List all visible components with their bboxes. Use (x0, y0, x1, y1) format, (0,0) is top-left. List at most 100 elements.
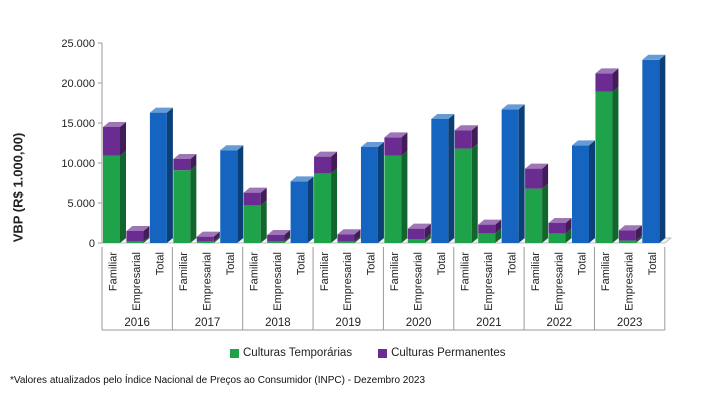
y-tick-label: 0 (89, 238, 95, 250)
bar-2019-familiar-0 (314, 173, 332, 243)
bar-2021-familiar-0 (454, 148, 472, 243)
bar-side (612, 68, 619, 92)
bar-2021-empresarial-0 (478, 233, 496, 243)
y-tick-label: 5.000 (67, 198, 95, 210)
group-label-2017: 2017 (195, 317, 221, 329)
bar-side (612, 86, 619, 243)
bar-side (284, 230, 291, 242)
bar-top (478, 219, 502, 225)
bar-2018-empresarial-1 (267, 235, 285, 242)
bar-top (267, 230, 291, 235)
category-tick-label: Familiar (530, 252, 542, 291)
bar-top (618, 225, 642, 231)
category-tick-label: Empresarial (131, 252, 143, 311)
group-label-2022: 2022 (546, 317, 572, 329)
bar-2020-empresarial-0 (407, 239, 425, 243)
bar-2023-familiar-0 (595, 91, 613, 243)
bar-side (448, 114, 455, 243)
category-tick-label: Familiar (248, 252, 260, 291)
bar-2022-total-2 (572, 145, 589, 243)
bar-2016-familiar-0 (103, 155, 120, 243)
y-tick-label: 15.000 (61, 118, 95, 130)
category-tick-label: Familiar (389, 252, 401, 291)
bar-2020-total-2 (431, 119, 449, 243)
bar-2022-empresarial-0 (548, 233, 566, 243)
bar-side (143, 226, 150, 242)
footnote: *Valores atualizados pelo Índice Naciona… (10, 375, 426, 386)
bar-2018-familiar-0 (243, 205, 261, 243)
bar-2019-familiar-1 (314, 156, 332, 174)
category-tick-label: Empresarial (342, 252, 354, 311)
bar-side (190, 154, 197, 171)
category-tick-label: Familiar (108, 252, 120, 291)
bar-top (314, 151, 338, 157)
y-tick-label: 10.000 (61, 158, 95, 170)
bar-top (243, 187, 267, 193)
category-tick-label: Empresarial (483, 252, 495, 311)
legend-item-permanentes: Culturas Permanentes (378, 347, 506, 359)
bar-top (501, 104, 525, 110)
category-tick-label: Total (436, 252, 448, 275)
bar-side (213, 236, 220, 243)
bar-side (565, 228, 572, 243)
category-tick-label: Empresarial (272, 252, 284, 311)
bar-2020-familiar-1 (384, 137, 402, 156)
category-tick-label: Familiar (459, 252, 471, 291)
bar-side (307, 176, 314, 243)
category-tick-label: Total (295, 252, 307, 275)
category-tick-label: Familiar (178, 252, 190, 291)
category-tick-label: Familiar (319, 252, 331, 291)
group-label-2021: 2021 (476, 317, 502, 329)
y-axis-label: VBP (R$ 1.000,00) (10, 132, 26, 242)
bar-top (337, 229, 361, 235)
bar-side (190, 165, 197, 243)
bar-side (401, 132, 408, 156)
bar-side (635, 235, 642, 243)
group-label-2016: 2016 (124, 317, 150, 329)
bar-side (401, 150, 408, 243)
bar-2017-empresarial-1 (196, 236, 214, 242)
group-label-2020: 2020 (406, 317, 432, 329)
bar-side (542, 163, 549, 189)
group-label-2023: 2023 (617, 317, 643, 329)
bar-side (495, 219, 502, 234)
bar-2018-familiar-1 (243, 192, 261, 206)
category-tick-label: Total (366, 252, 378, 275)
bar-2017-familiar-1 (173, 159, 191, 171)
y-tick-label: 20.000 (61, 78, 95, 90)
category-tick-label: Total (506, 252, 518, 275)
bar-top (360, 142, 384, 147)
bar-top (454, 125, 478, 131)
bar-top (290, 176, 314, 182)
bar-side (143, 236, 150, 243)
bar-2016-empresarial-0 (126, 241, 144, 243)
bar-side (213, 231, 220, 242)
bar-side (120, 150, 126, 243)
bar-2021-total-2 (501, 109, 519, 244)
bar-2018-empresarial-0 (267, 241, 285, 243)
category-tick-label: Empresarial (413, 252, 425, 311)
bar-side (424, 234, 431, 243)
bar-top (126, 226, 150, 231)
bar-2023-empresarial-0 (618, 240, 636, 243)
bar-top (407, 223, 431, 229)
bar-2021-empresarial-1 (478, 224, 496, 234)
bar-side (331, 151, 338, 174)
bar-side (542, 183, 549, 243)
category-tick-label: Empresarial (202, 252, 214, 311)
bar-top (196, 231, 220, 237)
legend-swatch-temporarias (230, 348, 239, 358)
category-tick-label: Familiar (600, 252, 612, 291)
bar-top (548, 218, 572, 223)
bar-2022-familiar-0 (525, 188, 543, 243)
bar-top (103, 122, 126, 127)
bar-side (120, 122, 126, 156)
bar-2021-familiar-1 (454, 130, 472, 149)
bar-side (331, 168, 338, 243)
legend-item-temporarias: Culturas Temporárias (230, 347, 352, 359)
y-axis-label-container: VBP (R$ 1.000,00) (8, 92, 28, 282)
category-tick-label: Total (155, 252, 167, 275)
bar-top (173, 154, 197, 159)
category-tick-label: Empresarial (553, 252, 565, 311)
